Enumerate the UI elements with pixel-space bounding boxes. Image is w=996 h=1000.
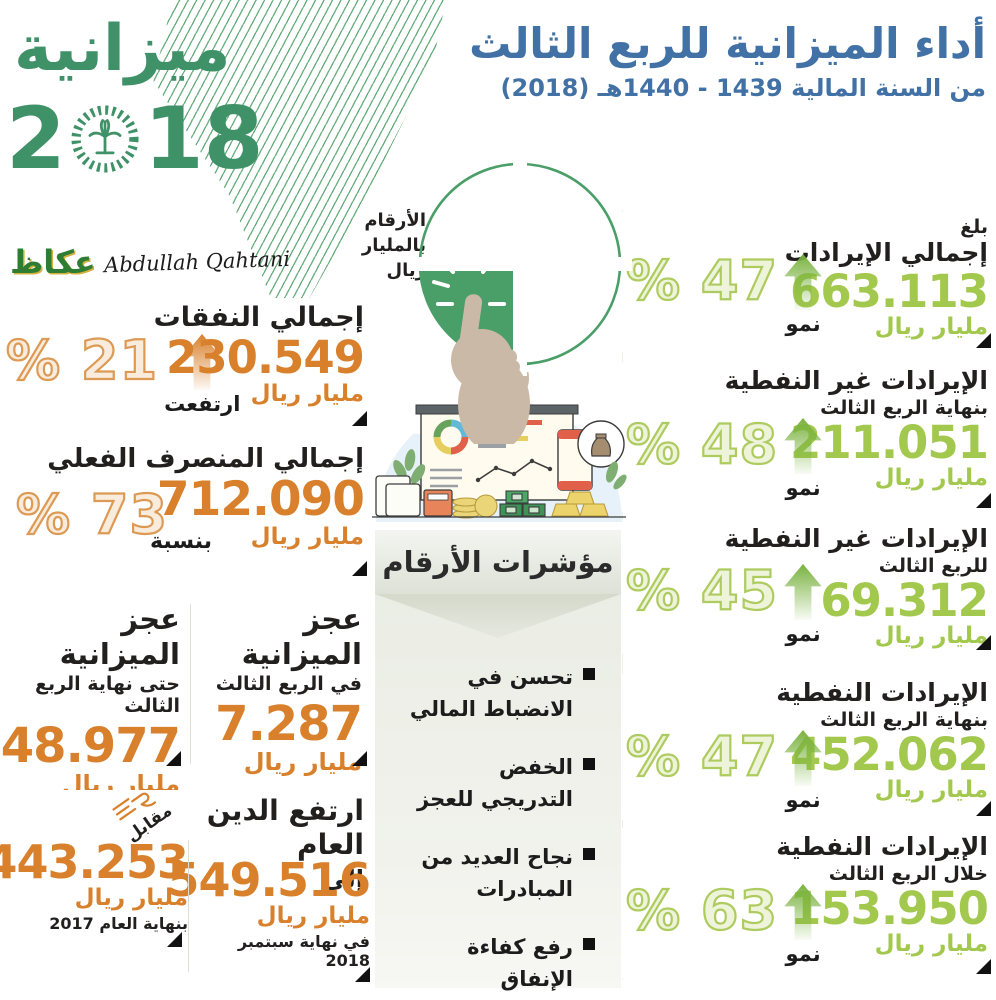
ratio-label: بنسبة (150, 529, 212, 554)
stat-unit: مليار ريال (74, 885, 188, 912)
stat-card-total-revenues: بلغ إجمالي الإيرادات 663.113 مليار ريال … (622, 212, 996, 352)
bullet-square-icon (583, 938, 595, 950)
stat-unit: مليار ريال (250, 523, 364, 550)
indicator-item: نجاح العديد من المبادرات (391, 842, 595, 905)
stat-card-actual-disbursement: إجمالي المنصرف الفعلي 712.090 مليار ريال… (0, 440, 372, 580)
arrow-up-icon (784, 418, 822, 474)
debt-divider (188, 840, 189, 972)
debt-header: ارتفع الدين العام (206, 794, 364, 861)
stat-unit: مليار ريال (250, 380, 364, 407)
debt-to-label: إلى (322, 865, 364, 894)
arrow-up-icon (784, 730, 822, 786)
arrow-up-icon (183, 334, 221, 390)
okaz-logo: عكاظ (10, 243, 96, 281)
growth-percent: % 47 (625, 725, 779, 788)
stat-card-nonoil-q3: الإيرادات غير النفطية للربع الثالث 69.31… (622, 520, 996, 654)
indicators-header: مؤشرات الأرقام (375, 530, 621, 594)
corner-marker (976, 333, 991, 348)
stat-value: 153.950 (790, 882, 989, 935)
indicators-panel: مؤشرات الأرقام تحسن في الانضباط المالي ا… (375, 530, 621, 991)
corner-marker (976, 635, 991, 650)
stat-unit: مليار ريال (874, 623, 988, 650)
ratio-percent: % 73 (15, 483, 169, 546)
arrow-up-icon (784, 564, 822, 620)
stat-unit: مليار ريال (874, 314, 988, 341)
corner-marker (976, 493, 991, 508)
stat-card-deficit-ytd: عجز الميزانية حتى نهاية الربع الثالث 48.… (0, 598, 186, 797)
stat-value: 712.090 (156, 472, 365, 528)
debt-current-note: في نهاية سبتمبر 2018 (237, 931, 370, 970)
corner-marker (166, 751, 181, 766)
title-line2: من السنة المالية 1439 - 1440هـ (2018) (500, 74, 986, 103)
stat-unit: مليار ريال (874, 931, 988, 958)
stat-unit: مليار ريال (874, 777, 988, 804)
corner-marker (167, 931, 182, 947)
indicator-item: رفع كفاءة الإنفاق (391, 932, 595, 995)
indicators-title: مؤشرات الأرقام (382, 545, 614, 579)
growth-label: نمو (785, 312, 821, 336)
growth-percent: % 47 (625, 249, 779, 312)
growth-label: نمو (785, 622, 821, 646)
debt-previous-note: بنهاية العام 2017 (49, 913, 188, 933)
saudi-palm-emblem-icon (71, 105, 139, 173)
indicator-item: الخفض التدريجي للعجز (391, 752, 595, 815)
growth-label: نمو (785, 788, 821, 812)
growth-label: نمو (785, 942, 821, 966)
bullet-square-icon (583, 758, 595, 770)
stat-card-oil-ytd: الإيرادات النفطية بنهاية الربع الثالث 45… (622, 674, 996, 820)
stat-value: 48.977 (0, 717, 181, 774)
corner-marker (976, 801, 991, 816)
stat-value: 211.051 (790, 416, 989, 469)
stat-card-nonoil-ytd: الإيرادات غير النفطية بنهاية الربع الثال… (622, 362, 996, 512)
stat-value: 7.287 (215, 695, 363, 752)
bullet-square-icon (583, 848, 595, 860)
versus-hand-icon (112, 792, 157, 821)
bullet-square-icon (583, 668, 595, 680)
budget-year: 2 18 (6, 89, 264, 189)
corner-marker (352, 411, 367, 426)
arrow-up-icon (784, 254, 822, 310)
versus-marker: مقابل (107, 778, 176, 846)
corner-marker (352, 751, 367, 766)
hand-click-icon (451, 294, 530, 444)
stat-card-oil-q3: الإيرادات النفطية خلال الربع الثالث 153.… (622, 828, 996, 978)
quarters-pie-chart-icon (408, 152, 632, 444)
stat-unit: مليار ريال (256, 903, 370, 930)
figures-unit-note: الأرقام بالمليار ريال (361, 210, 426, 282)
stat-card-total-expenses: إجمالي النفقات 230.549 مليار ريال % 21 ا… (0, 298, 372, 430)
deficit-divider (190, 604, 191, 764)
title-line1: أداء الميزانية للربع الثالث (469, 19, 986, 68)
growth-percent: % 45 (625, 559, 779, 622)
stat-value: 663.113 (790, 265, 989, 318)
budget-2018-logo: ميزانية (14, 12, 231, 86)
stat-unit: مليار ريال (874, 465, 988, 492)
stat-unit: مليار ريال (243, 747, 362, 776)
debt-current-value: 549.516 (167, 853, 371, 907)
debt-previous-value: 443.253 (0, 835, 189, 889)
growth-percent: % 48 (625, 413, 779, 476)
growth-percent: % 63 (625, 879, 779, 942)
stat-card-deficit-q3: عجز الميزانية في الربع الثالث 7.287 مليا… (196, 598, 372, 775)
growth-label: نمو (785, 476, 821, 500)
chevron-down-decoration (375, 594, 621, 638)
arrow-up-icon (784, 884, 822, 940)
stat-value: 69.312 (820, 574, 989, 627)
stat-card-public-debt: ارتفع الدين العام إلى 549.516 مليار ريال… (0, 790, 372, 982)
increase-percent: % 21 (5, 329, 159, 392)
corner-marker (355, 966, 370, 982)
corner-marker (352, 561, 367, 576)
indicator-item: تحسن في الانضباط المالي (391, 662, 595, 725)
stat-value: 452.062 (790, 728, 989, 781)
page-title: أداء الميزانية للربع الثالث من السنة الم… (366, 19, 986, 103)
corner-marker (976, 959, 991, 974)
increase-label: ارتفعت (164, 392, 241, 416)
